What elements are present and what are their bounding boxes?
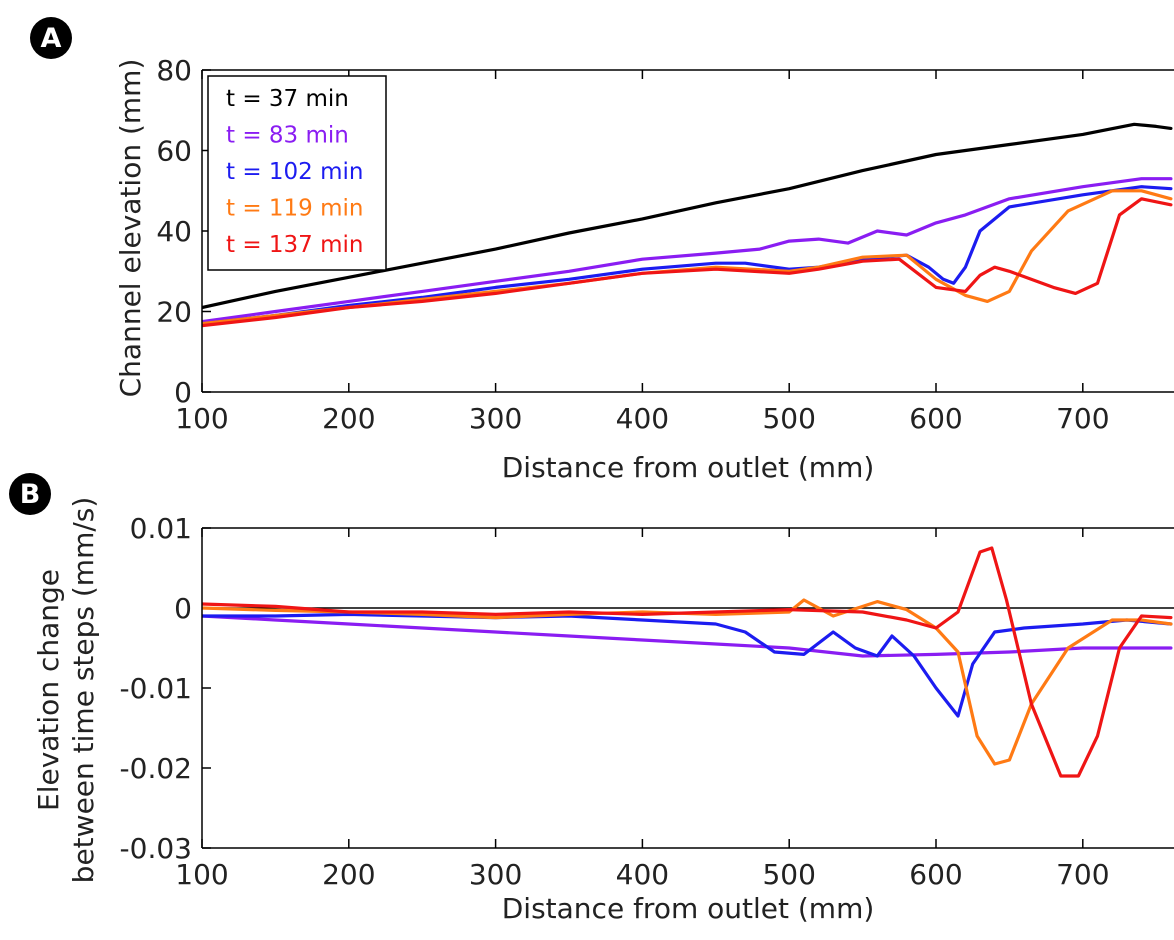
y-tick-label: 20 bbox=[156, 296, 192, 329]
elevation-change-tick-labels: 100 200 300 400 500 600 700 -0.03 -0.02 -0.01 0 0.0… bbox=[120, 512, 1110, 891]
legend-entry: t = 37 min bbox=[226, 86, 349, 112]
legend-box bbox=[207, 75, 387, 271]
elevation-series bbox=[202, 122, 1173, 328]
panel-a-letter: A bbox=[41, 23, 62, 54]
elevation-change-chart: 100 200 300 400 500 600 700 -0.03 -0.02 -0.01 0 0.0… bbox=[32, 497, 1174, 925]
series-line-b-3 bbox=[202, 546, 1173, 778]
x-tick-label: 700 bbox=[1056, 402, 1109, 435]
series-line-b-1 bbox=[202, 612, 1173, 718]
panel-a-badge: A bbox=[30, 17, 72, 59]
panel-b-letter: B bbox=[20, 479, 41, 510]
panel-b-badge: B bbox=[9, 473, 51, 515]
y-tick-label: 0.01 bbox=[130, 512, 192, 545]
x-tick-label: 100 bbox=[175, 402, 228, 435]
series-line-a-4 bbox=[202, 197, 1173, 328]
elevation-change-x-axis-label: Distance from outlet (mm) bbox=[502, 892, 875, 925]
elevation-chart: 100 200 300 400 500 600 700 0 20 40 60 80 Distance … bbox=[114, 54, 1174, 484]
y-tick-label: -0.02 bbox=[120, 752, 192, 785]
elevation-change-y-axis-label-line1: Elevation change bbox=[32, 569, 65, 811]
x-tick-label: 600 bbox=[909, 858, 962, 891]
x-tick-label: 700 bbox=[1056, 858, 1109, 891]
series-line-b-0 bbox=[202, 614, 1173, 658]
y-tick-label: 80 bbox=[156, 54, 192, 87]
elevation-change-y-axis-label-line2: between time steps (mm/s) bbox=[67, 497, 100, 884]
elevation-change-axis-ticks bbox=[201, 527, 1084, 849]
x-tick-label: 500 bbox=[762, 402, 815, 435]
series-line-b-2 bbox=[202, 598, 1173, 766]
legend-entry: t = 102 min bbox=[226, 159, 364, 185]
elevation-change-series bbox=[202, 546, 1173, 778]
x-tick-label: 200 bbox=[322, 858, 375, 891]
series-line-a-1 bbox=[202, 177, 1173, 324]
x-tick-label: 400 bbox=[616, 402, 669, 435]
elevation-y-axis-label: Channel elevation (mm) bbox=[114, 59, 147, 398]
x-tick-label: 200 bbox=[322, 402, 375, 435]
x-tick-label: 500 bbox=[762, 858, 815, 891]
y-tick-label: -0.01 bbox=[120, 672, 192, 705]
elevation-x-axis-label: Distance from outlet (mm) bbox=[502, 451, 875, 484]
x-tick-label: 300 bbox=[469, 858, 522, 891]
x-tick-label: 600 bbox=[909, 402, 962, 435]
legend-entry: t = 83 min bbox=[226, 123, 349, 149]
y-tick-label: 0 bbox=[174, 592, 192, 625]
y-tick-label: 0 bbox=[174, 376, 192, 409]
legend-entry: t = 137 min bbox=[226, 232, 364, 258]
y-tick-label: 40 bbox=[156, 215, 192, 248]
elevation-tick-labels: 100 200 300 400 500 600 700 0 20 40 60 80 bbox=[156, 54, 1109, 435]
x-tick-label: 100 bbox=[175, 858, 228, 891]
legend-entry: t = 119 min bbox=[226, 196, 364, 222]
x-tick-label: 300 bbox=[469, 402, 522, 435]
y-tick-label: -0.03 bbox=[120, 832, 192, 865]
y-tick-label: 60 bbox=[156, 135, 192, 168]
x-tick-label: 400 bbox=[616, 858, 669, 891]
series-line-a-3 bbox=[202, 189, 1173, 326]
elevation-legend: t = 37 min t = 83 min t = 102 min t = 119 m… bbox=[207, 75, 387, 271]
